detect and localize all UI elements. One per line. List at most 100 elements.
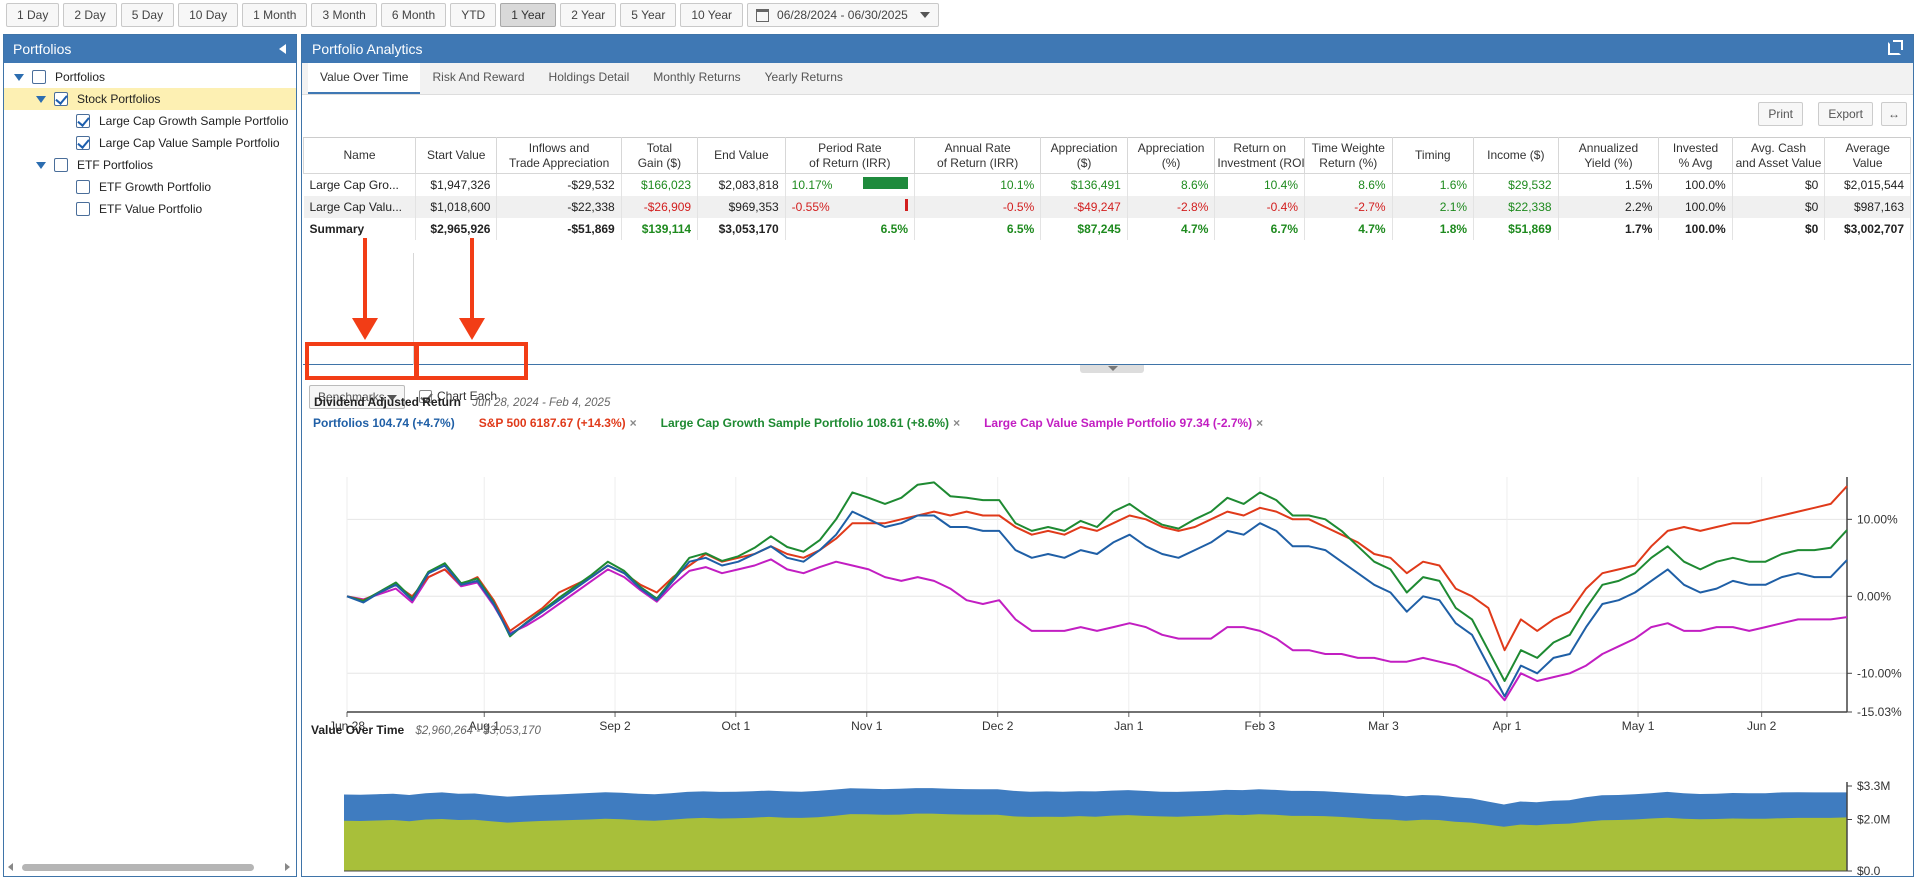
- cell-annual-irr: 10.1%: [914, 173, 1042, 196]
- popout-icon[interactable]: [1888, 40, 1903, 55]
- horizontal-scrollbar[interactable]: [4, 860, 296, 874]
- column-header[interactable]: End Value: [697, 137, 786, 174]
- cell-annual-irr: -0.5%: [914, 195, 1042, 218]
- tab-monthly-returns[interactable]: Monthly Returns: [653, 70, 741, 84]
- pane-splitter[interactable]: [1080, 365, 1144, 373]
- legend-entry[interactable]: Large Cap Value Sample Portfolio 97.34 (…: [984, 416, 1263, 430]
- cell-start: $1,018,600: [415, 195, 498, 218]
- cell-invested: 100.0%: [1658, 217, 1733, 240]
- tree-toggle-icon[interactable]: [36, 161, 46, 169]
- legend-entry[interactable]: Portfolios 104.74 (+4.7%): [313, 416, 455, 430]
- return-chart-subtitle: Jun 28, 2024 - Feb 4, 2025: [472, 397, 611, 409]
- tab-yearly-returns[interactable]: Yearly Returns: [764, 70, 843, 84]
- chart-each-toggle[interactable]: Chart Each: [419, 389, 497, 403]
- chart-each-checkbox[interactable]: [419, 389, 432, 403]
- column-header[interactable]: Annual Rate of Return (IRR): [913, 137, 1042, 174]
- tree-checkbox[interactable]: [76, 180, 90, 194]
- cell-period-irr: 6.5%: [785, 217, 916, 240]
- column-header[interactable]: Annualized Yield (%): [1557, 137, 1660, 174]
- column-header[interactable]: Timing: [1391, 137, 1475, 174]
- range-button-2-day[interactable]: 2 Day: [63, 3, 117, 27]
- scrollbar-thumb[interactable]: [22, 864, 254, 871]
- y-tick-label: -15.03%: [1857, 705, 1902, 719]
- range-button-10-year[interactable]: 10 Year: [680, 3, 744, 27]
- range-button-10-day[interactable]: 10 Day: [178, 3, 239, 27]
- table-row[interactable]: Summary $2,965,926 -$51,869 $139,114 $3,053,…: [303, 217, 1911, 240]
- tree-item[interactable]: ETF Growth Portfolio: [4, 176, 296, 198]
- tree-item[interactable]: Large Cap Value Sample Portfolio: [4, 132, 296, 154]
- column-header[interactable]: Invested% Avg: [1658, 137, 1733, 174]
- collapse-left-icon[interactable]: [279, 44, 286, 54]
- tree-item[interactable]: ETF Value Portfolio: [4, 198, 296, 220]
- benchmarks-dropdown[interactable]: Benchmarks: [309, 385, 405, 409]
- tree-checkbox[interactable]: [54, 158, 68, 172]
- legend-entry-text: Portfolios 104.74 (+4.7%): [313, 416, 455, 430]
- export-button[interactable]: Export: [1818, 102, 1873, 126]
- x-tick-label: Jun 2: [1747, 719, 1777, 733]
- x-tick-label: Apr 1: [1493, 719, 1522, 733]
- tree-item[interactable]: Portfolios: [4, 66, 296, 88]
- range-button-1-month[interactable]: 1 Month: [242, 3, 308, 27]
- x-tick-label: Sep 2: [599, 719, 631, 733]
- column-header[interactable]: Return on Investment (ROI: [1214, 137, 1305, 174]
- column-header[interactable]: Start Value: [415, 137, 498, 174]
- table-row[interactable]: Large Cap Gro... $1,947,326 -$29,532 $166,0…: [303, 173, 1911, 196]
- y-tick-label: $2.0M: [1857, 812, 1890, 826]
- remove-series-icon[interactable]: ×: [953, 416, 961, 430]
- range-button-5-day[interactable]: 5 Day: [120, 3, 175, 27]
- column-header[interactable]: Income ($): [1473, 137, 1559, 174]
- tree-item[interactable]: Stock Portfolios: [4, 88, 296, 110]
- cell-gain: $166,023: [621, 173, 699, 196]
- column-header[interactable]: Appreciation (%): [1126, 137, 1216, 174]
- print-button[interactable]: Print: [1758, 102, 1803, 126]
- tab-value-over-time[interactable]: Value Over Time: [308, 62, 421, 94]
- row-name: Summary: [303, 217, 417, 240]
- x-tick-label: Jan 1: [1114, 719, 1144, 733]
- remove-series-icon[interactable]: ×: [1256, 416, 1264, 430]
- column-header[interactable]: Appreciation ($): [1040, 137, 1128, 174]
- legend-entry-text: S&P 500 6187.67 (+14.3%): [478, 416, 626, 430]
- cell-appr-p: -2.8%: [1127, 195, 1216, 218]
- range-button-3-month[interactable]: 3 Month: [311, 3, 377, 27]
- tree-toggle-icon[interactable]: [36, 95, 46, 103]
- range-button-1-day[interactable]: 1 Day: [6, 3, 60, 27]
- range-button-6-month[interactable]: 6 Month: [380, 3, 447, 27]
- tree-checkbox[interactable]: [76, 202, 90, 216]
- tab-risk-and-reward[interactable]: Risk And Reward: [432, 70, 525, 84]
- tree-toggle-icon[interactable]: [14, 73, 24, 81]
- tab-holdings-detail[interactable]: Holdings Detail: [548, 70, 630, 84]
- x-tick-label: Feb 3: [1245, 719, 1276, 733]
- column-header[interactable]: Name: [302, 137, 417, 174]
- table-row[interactable]: Large Cap Valu... $1,018,600 -$22,338 -$26,…: [303, 195, 1911, 218]
- column-header[interactable]: Total Gain ($): [620, 137, 699, 174]
- portfolio-tree: Portfolios Stock Portfolios Large Cap Grow…: [4, 63, 296, 220]
- column-header[interactable]: Period Rate of Return (IRR): [784, 137, 916, 174]
- range-button-ytd[interactable]: YTD: [450, 3, 497, 27]
- range-button-5-year[interactable]: 5 Year: [620, 3, 677, 27]
- tree-item[interactable]: Large Cap Growth Sample Portfolio: [4, 110, 296, 132]
- cell-annual-irr: 6.5%: [914, 217, 1042, 240]
- scroll-right-icon[interactable]: [285, 863, 290, 871]
- tree-item[interactable]: ETF Portfolios: [4, 154, 296, 176]
- expand-columns-button[interactable]: ↔: [1881, 102, 1907, 126]
- range-button-2-year[interactable]: 2 Year: [560, 3, 617, 27]
- column-header[interactable]: Time Weighte Return (%): [1304, 137, 1393, 174]
- column-header[interactable]: Inflows and Trade Appreciation: [496, 137, 622, 174]
- legend-entry[interactable]: S&P 500 6187.67 (+14.3%) ×: [479, 416, 637, 430]
- remove-series-icon[interactable]: ×: [629, 416, 637, 430]
- tree-checkbox[interactable]: [76, 114, 90, 128]
- scroll-left-icon[interactable]: [8, 863, 13, 871]
- x-tick-label: May 1: [1622, 719, 1655, 733]
- cell-invested: 100.0%: [1658, 173, 1733, 196]
- date-range-picker[interactable]: 06/28/2024 - 06/30/2025: [747, 3, 939, 27]
- column-header[interactable]: Avg. Cash and Asset Value: [1731, 137, 1826, 174]
- cell-appr-d: -$49,247: [1040, 195, 1128, 218]
- tree-checkbox[interactable]: [54, 92, 68, 106]
- tree-checkbox[interactable]: [32, 70, 46, 84]
- range-button-1-year[interactable]: 1 Year: [500, 3, 557, 27]
- column-header[interactable]: Average Value: [1824, 137, 1911, 174]
- cell-avg-cash: $0: [1732, 217, 1826, 240]
- tree-checkbox[interactable]: [76, 136, 90, 150]
- value-chart: $3.3M $2.0M $0.0: [344, 779, 1890, 877]
- legend-entry[interactable]: Large Cap Growth Sample Portfolio 108.61…: [661, 416, 960, 430]
